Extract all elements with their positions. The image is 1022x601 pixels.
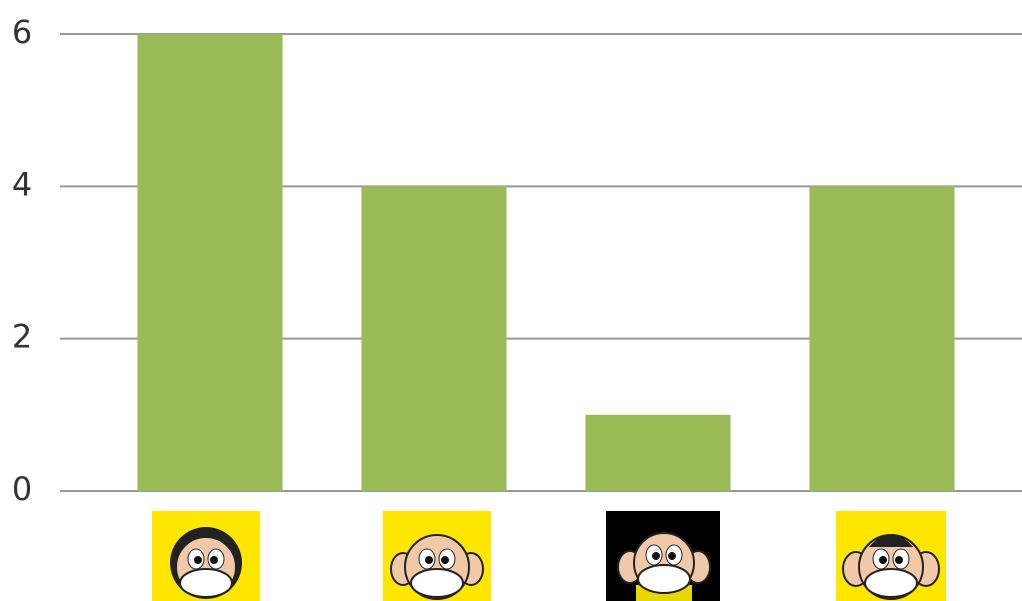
category-icon — [836, 511, 946, 601]
category-icons — [152, 511, 946, 601]
y-tick-label: 0 — [12, 470, 32, 508]
y-tick-label: 6 — [12, 13, 32, 51]
category-icon — [606, 511, 720, 601]
category-icon — [152, 511, 260, 601]
bar — [137, 34, 283, 491]
y-tick-label: 4 — [12, 165, 32, 203]
category-icon — [383, 511, 491, 601]
bar — [809, 186, 955, 492]
bar — [585, 414, 731, 491]
y-tick-label: 2 — [12, 318, 32, 356]
bar — [361, 186, 507, 492]
